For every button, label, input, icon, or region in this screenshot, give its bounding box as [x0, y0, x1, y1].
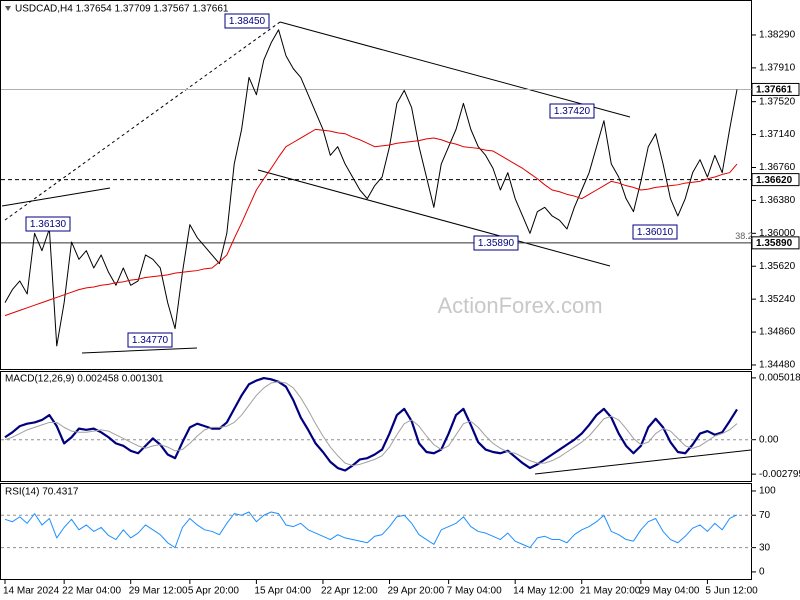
annotation: 1.35890: [478, 238, 515, 249]
price-level-label: 1.37661: [756, 85, 793, 96]
price-level-box: [751, 173, 800, 187]
y-tick-label: 0: [759, 567, 765, 578]
annotation-box: [25, 216, 71, 232]
x-tick-label: 7 May 04:00: [447, 586, 502, 597]
channel-lower: [257, 169, 611, 267]
price-level-box: [751, 236, 800, 250]
x-tick-label: 29 May 04:00: [639, 586, 700, 597]
y-tick-label: 0.00: [759, 434, 779, 445]
watermark: ActionForex.com: [437, 293, 602, 318]
series-line: [4, 128, 738, 317]
x-tick-label: 22 Mar 04:00: [62, 586, 121, 597]
panel-icon: [5, 6, 11, 11]
macd-panel: [0, 371, 752, 482]
x-tick-label: 14 Mar 2024: [3, 586, 60, 597]
trend-line: [81, 347, 198, 354]
price-level-label: 1.36620: [756, 175, 793, 186]
x-tick-label: 5 Apr 20:00: [188, 586, 240, 597]
series-line: [4, 381, 738, 467]
y-tick-label: 1.37910: [759, 63, 796, 74]
price-title: USDCAD,H4 1.37654 1.37709 1.37567 1.3766…: [15, 4, 229, 15]
y-tick-label: 0.005018: [759, 373, 800, 384]
trend-line: [1, 187, 111, 207]
rsi-title: RSI(14) 70.4317: [5, 487, 79, 498]
y-tick-label: 100: [759, 486, 776, 497]
x-tick-label: 15 Apr 04:00: [254, 586, 311, 597]
x-tick-label: 5 Jun 12:00: [705, 586, 758, 597]
annotation: 1.38450: [229, 16, 266, 27]
y-tick-label: 1.38290: [759, 30, 796, 41]
annotation: 1.36130: [30, 219, 67, 230]
annotation-box: [632, 224, 678, 240]
y-tick-label: 1.34480: [759, 360, 796, 371]
series-line: [4, 377, 738, 472]
annotation-box: [473, 235, 519, 251]
annotation: 1.37420: [554, 106, 591, 117]
y-tick-label: 30: [759, 542, 771, 553]
x-tick-label: 22 Apr 12:00: [321, 586, 378, 597]
channel-upper: [279, 21, 631, 118]
y-tick-label: 1.36000: [759, 228, 796, 239]
rsi-panel: [0, 483, 752, 580]
trend-line: [4, 21, 281, 221]
y-tick-label: -0.002795: [759, 469, 800, 480]
x-tick-label: 29 Mar 12:00: [129, 586, 188, 597]
series-line: [4, 511, 738, 549]
annotation-box: [549, 103, 595, 119]
series-line: [4, 29, 738, 347]
x-tick-label: 21 May 20:00: [580, 586, 641, 597]
annotation-box: [127, 332, 173, 348]
y-tick-label: 1.35620: [759, 261, 796, 272]
price-level-label: 1.35890: [756, 238, 793, 249]
x-tick-label: 14 May 12:00: [513, 586, 574, 597]
price-level-box: [751, 82, 800, 96]
macd-trend-line: [534, 449, 752, 475]
annotation: 1.34770: [132, 335, 169, 346]
y-tick-label: 1.35240: [759, 294, 796, 305]
macd-title: MACD(12,26,9) 0.002458 0.001301: [5, 374, 164, 385]
annotation: 38.2: [735, 231, 753, 241]
y-tick-label: 70: [759, 510, 771, 521]
y-tick-label: 1.37140: [759, 129, 796, 140]
annotation: 1.36010: [637, 227, 674, 238]
y-tick-label: 1.37520: [759, 96, 796, 107]
x-tick-label: 29 Apr 20:00: [387, 586, 444, 597]
y-tick-label: 1.36760: [759, 162, 796, 173]
annotation-box: [224, 13, 270, 29]
y-tick-label: 1.36380: [759, 195, 796, 206]
y-tick-label: 1.34860: [759, 327, 796, 338]
